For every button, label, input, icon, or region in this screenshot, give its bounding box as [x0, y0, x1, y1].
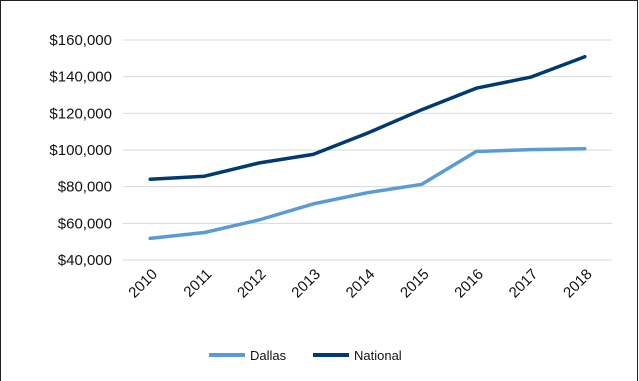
- x-tick-label: 2015: [397, 266, 433, 302]
- x-tick-label: 2018: [560, 266, 596, 302]
- y-axis-tick-labels: $40,000 $60,000 $80,000 $100,000 $120,000 $14…: [49, 32, 112, 269]
- legend: Dallas National: [209, 348, 402, 363]
- y-tick-label: $100,000: [49, 142, 112, 159]
- gridlines: [123, 39, 612, 261]
- x-tick-label: 2011: [180, 266, 215, 301]
- x-tick-label: 2016: [451, 266, 487, 302]
- y-tick-label: $140,000: [49, 69, 112, 86]
- legend-label-national: National: [354, 348, 402, 363]
- y-tick-label: $40,000: [58, 252, 112, 269]
- x-tick-label: 2017: [506, 266, 542, 302]
- legend-label-dallas: Dallas: [250, 348, 287, 363]
- series-lines: [148, 54, 587, 241]
- x-tick-label: 2014: [343, 266, 379, 302]
- x-tick-label: 2013: [288, 266, 324, 302]
- y-tick-label: $80,000: [58, 179, 112, 196]
- y-tick-label: $60,000: [58, 215, 112, 232]
- x-tick-label: 2010: [125, 266, 161, 302]
- y-tick-label: $160,000: [49, 32, 112, 49]
- series-line-dallas: [148, 146, 587, 241]
- x-axis-tick-labels: 2010 2011 2012 2013 2014 2015 2016 2017 2018: [125, 266, 595, 302]
- x-tick-label: 2012: [234, 266, 270, 302]
- series-line-national: [148, 54, 587, 181]
- y-tick-label: $120,000: [49, 105, 112, 122]
